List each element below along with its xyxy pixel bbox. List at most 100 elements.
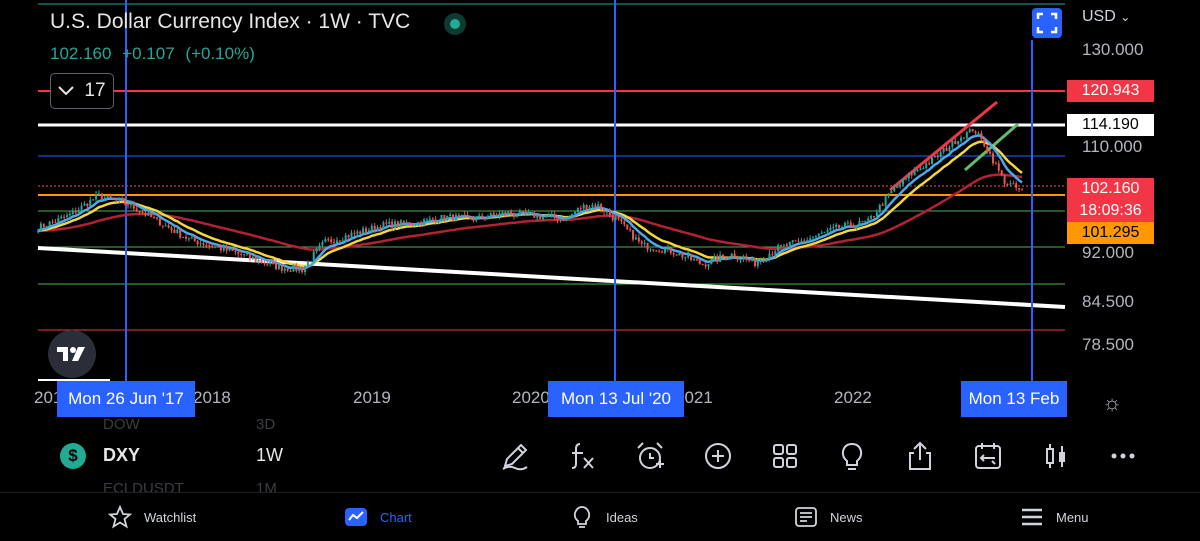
more-icon[interactable] bbox=[1105, 438, 1141, 474]
timeframe-selector[interactable]: 1W bbox=[256, 445, 283, 465]
candle bbox=[1020, 189, 1024, 191]
candle bbox=[579, 208, 582, 210]
fullscreen-button[interactable] bbox=[1032, 8, 1062, 38]
candle bbox=[489, 213, 492, 218]
indicators-icon[interactable] bbox=[564, 438, 600, 474]
candle bbox=[379, 227, 382, 230]
candle bbox=[1012, 183, 1015, 185]
candle bbox=[649, 249, 652, 251]
candle bbox=[283, 268, 286, 271]
candle bbox=[849, 222, 852, 227]
candle bbox=[942, 148, 945, 153]
price-tag-101295[interactable]: 101.295 bbox=[1067, 222, 1154, 244]
candle bbox=[138, 211, 141, 213]
candle bbox=[77, 209, 80, 213]
price-tag-last[interactable]: 102.160 bbox=[1067, 178, 1154, 200]
share-icon[interactable] bbox=[902, 438, 938, 474]
nav-menu[interactable]: Menu bbox=[1020, 493, 1089, 541]
trendline-white[interactable] bbox=[37, 246, 1066, 309]
date-marker-jul-20[interactable]: Mon 13 Jul '20 bbox=[548, 381, 684, 417]
replay-icon[interactable] bbox=[970, 438, 1006, 474]
candle bbox=[518, 211, 521, 216]
draw-icon[interactable] bbox=[497, 438, 533, 474]
add-icon[interactable] bbox=[700, 438, 736, 474]
candle bbox=[237, 251, 240, 254]
chart-settings-icon[interactable]: ☼ bbox=[1102, 390, 1123, 415]
candle bbox=[434, 219, 437, 223]
candle bbox=[864, 220, 867, 222]
candle bbox=[1006, 184, 1009, 186]
symbol-selector[interactable]: DXY bbox=[103, 445, 141, 465]
candle bbox=[135, 208, 138, 212]
nav-ideas[interactable]: Ideas bbox=[570, 493, 638, 541]
candle bbox=[176, 229, 179, 234]
candle bbox=[829, 227, 832, 231]
price-chart[interactable] bbox=[0, 0, 1200, 424]
candle bbox=[193, 237, 196, 241]
nav-watchlist[interactable]: Watchlist bbox=[108, 493, 196, 541]
candle bbox=[658, 250, 661, 252]
price-summary: 102.160 +0.107 (+0.10%) bbox=[50, 44, 261, 64]
candle bbox=[66, 215, 69, 218]
price-tag-120943[interactable]: 120.943 bbox=[1067, 80, 1154, 102]
candle bbox=[457, 215, 460, 217]
candle bbox=[727, 257, 730, 260]
candle bbox=[324, 239, 327, 243]
candle bbox=[823, 231, 826, 233]
candle bbox=[315, 248, 318, 252]
trendline-red-channel[interactable] bbox=[889, 100, 998, 192]
market-open-indicator bbox=[444, 13, 466, 35]
candle bbox=[620, 219, 623, 222]
candle bbox=[524, 211, 527, 215]
candle bbox=[893, 187, 896, 192]
candle bbox=[190, 237, 193, 239]
candle bbox=[521, 211, 524, 213]
currency-selector[interactable]: USD ⌄ bbox=[1082, 8, 1131, 25]
legend-collapse-toggle[interactable]: 17 bbox=[50, 73, 114, 109]
candle bbox=[344, 235, 347, 241]
candle bbox=[196, 240, 199, 245]
candle bbox=[306, 261, 309, 266]
candle bbox=[48, 221, 51, 227]
chart-title[interactable]: U.S. Dollar Currency Index · 1W · TVC bbox=[50, 10, 411, 33]
candle bbox=[240, 253, 243, 255]
candle bbox=[382, 222, 385, 230]
candle bbox=[394, 221, 397, 228]
layouts-icon[interactable] bbox=[767, 438, 803, 474]
candle bbox=[974, 131, 977, 134]
candle bbox=[655, 250, 658, 252]
candle bbox=[663, 248, 666, 253]
candle bbox=[475, 217, 478, 221]
symbol-toolbar: DOW 3D ECLDUSDT 1M bbox=[0, 416, 1200, 497]
price-tag-114190[interactable]: 114.190 bbox=[1067, 114, 1154, 136]
candle bbox=[251, 257, 254, 259]
ideas-bulb-icon[interactable] bbox=[834, 438, 870, 474]
date-marker-feb[interactable]: Mon 13 Feb bbox=[961, 381, 1067, 417]
candle bbox=[559, 218, 562, 221]
candle bbox=[884, 196, 887, 206]
alert-icon[interactable] bbox=[632, 438, 668, 474]
candle bbox=[820, 232, 823, 234]
candle bbox=[527, 212, 530, 215]
date-marker-jun-17[interactable]: Mon 26 Jun '17 bbox=[57, 381, 195, 417]
candles-icon[interactable] bbox=[1038, 438, 1074, 474]
candle bbox=[904, 178, 907, 180]
candle bbox=[780, 244, 783, 246]
candle bbox=[771, 253, 774, 255]
candle bbox=[222, 246, 225, 251]
nav-chart[interactable]: Chart bbox=[344, 493, 412, 541]
candle bbox=[428, 218, 431, 220]
candle bbox=[341, 240, 344, 242]
candle bbox=[571, 213, 574, 217]
candle bbox=[542, 216, 545, 219]
candle bbox=[661, 251, 664, 253]
candle bbox=[272, 262, 275, 264]
indicator-count: 17 bbox=[84, 80, 106, 101]
candle bbox=[684, 257, 687, 259]
star-icon bbox=[108, 505, 132, 529]
nav-news[interactable]: News bbox=[794, 493, 863, 541]
candle bbox=[553, 214, 556, 218]
candle bbox=[126, 204, 129, 206]
tradingview-logo[interactable] bbox=[48, 330, 96, 378]
candle bbox=[608, 211, 611, 216]
